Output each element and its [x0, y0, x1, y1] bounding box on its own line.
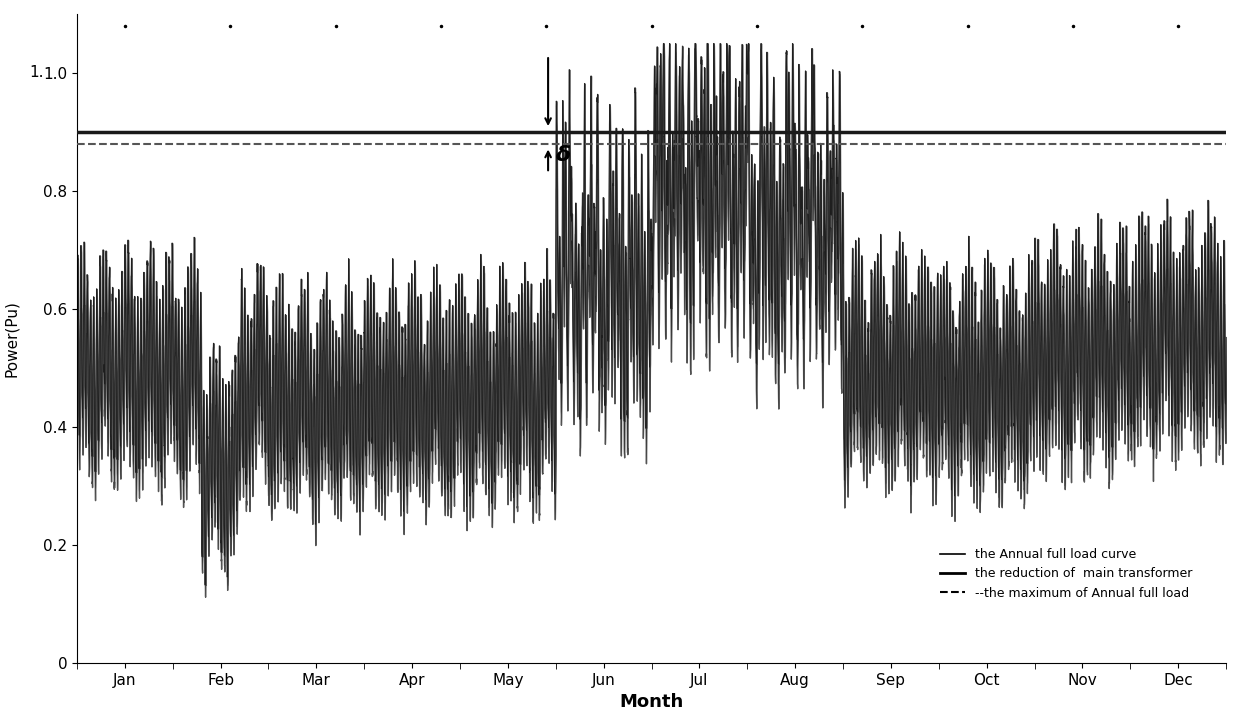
Legend: the Annual full load curve, the reduction of  main transformer, --the maximum of: the Annual full load curve, the reductio…: [935, 543, 1197, 605]
Text: 1.: 1.: [29, 65, 43, 80]
Text: δ: δ: [556, 146, 570, 165]
X-axis label: Month: Month: [620, 693, 683, 711]
Y-axis label: Power(Pu): Power(Pu): [5, 300, 20, 377]
